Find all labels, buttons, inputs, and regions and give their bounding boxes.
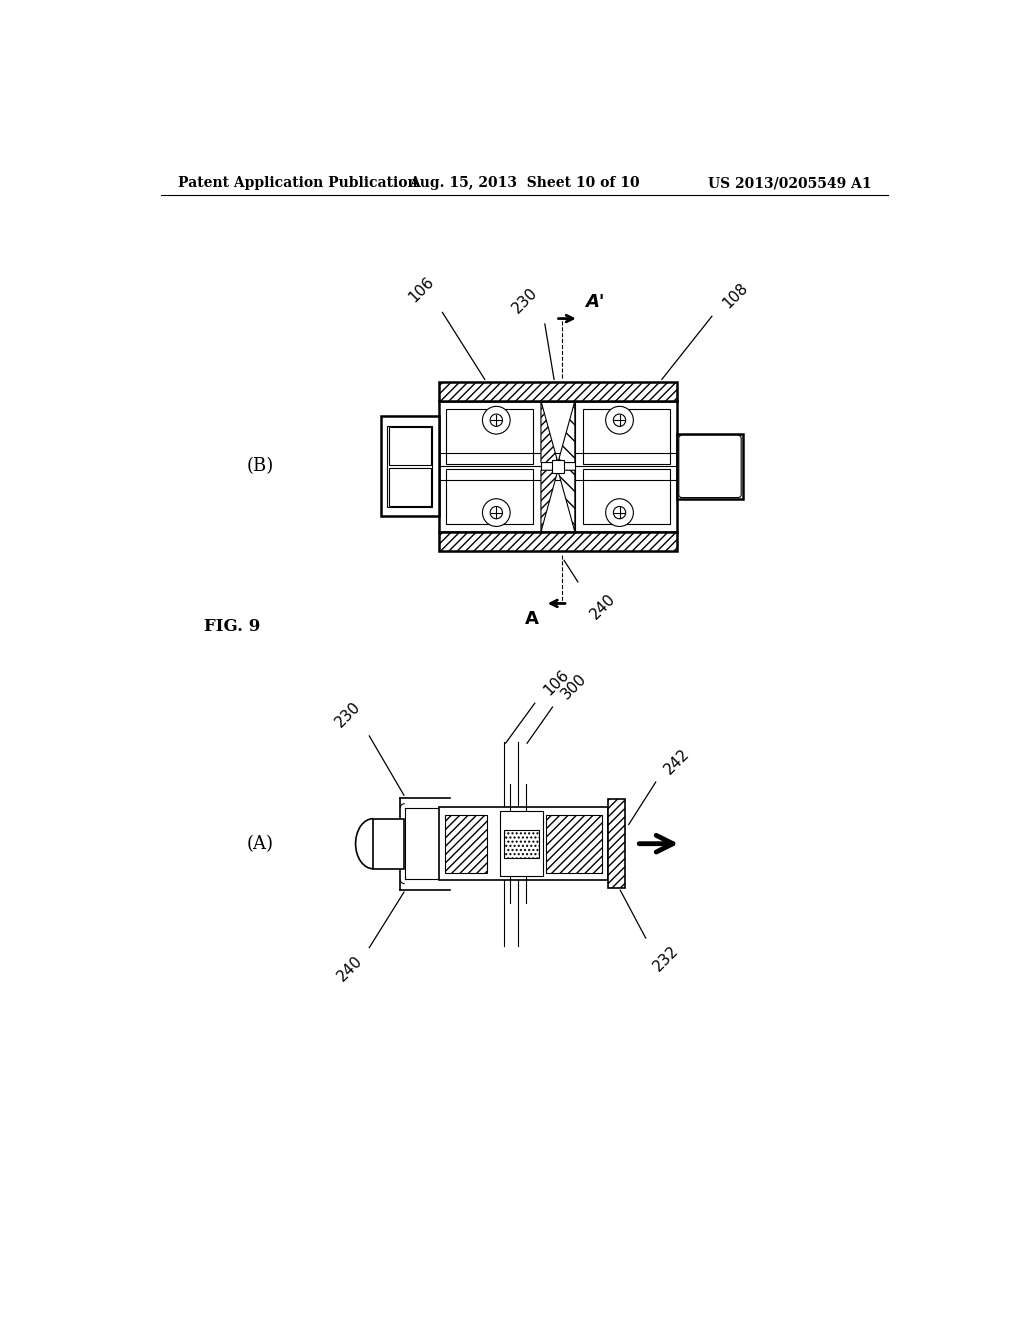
- Bar: [388, 428, 431, 465]
- Circle shape: [613, 414, 626, 426]
- Text: Patent Application Publication: Patent Application Publication: [178, 176, 418, 190]
- Text: Aug. 15, 2013  Sheet 10 of 10: Aug. 15, 2013 Sheet 10 of 10: [410, 176, 640, 190]
- Bar: [504, 830, 539, 858]
- Bar: [583, 469, 670, 524]
- Bar: [388, 469, 431, 506]
- Text: 242: 242: [662, 746, 692, 776]
- Bar: [438, 381, 677, 401]
- Bar: [583, 409, 670, 465]
- Text: 240: 240: [335, 953, 366, 985]
- Bar: [446, 409, 534, 465]
- Circle shape: [605, 499, 634, 527]
- Text: A': A': [585, 293, 604, 312]
- Bar: [438, 532, 677, 552]
- Bar: [446, 469, 534, 524]
- Text: 230: 230: [333, 698, 364, 730]
- Bar: [373, 818, 403, 869]
- Text: (A): (A): [247, 834, 273, 853]
- Bar: [381, 416, 438, 516]
- Text: 106: 106: [406, 273, 437, 305]
- Bar: [608, 800, 625, 888]
- Text: 230: 230: [509, 285, 541, 317]
- Text: 232: 232: [650, 944, 681, 974]
- Circle shape: [605, 407, 634, 434]
- Text: 240: 240: [587, 591, 618, 622]
- Text: A: A: [524, 610, 539, 627]
- Circle shape: [482, 407, 510, 434]
- Polygon shape: [541, 401, 558, 462]
- Polygon shape: [541, 470, 558, 532]
- Circle shape: [482, 499, 510, 527]
- Text: FIG. 9: FIG. 9: [204, 618, 260, 635]
- Text: 300: 300: [558, 671, 589, 702]
- Polygon shape: [558, 470, 574, 532]
- Bar: [677, 434, 742, 499]
- Text: 108: 108: [720, 280, 751, 312]
- Text: (B): (B): [247, 458, 273, 475]
- Bar: [387, 425, 432, 507]
- Bar: [438, 807, 608, 880]
- Circle shape: [490, 414, 503, 426]
- Bar: [438, 401, 677, 532]
- Bar: [444, 814, 487, 873]
- Bar: [552, 461, 564, 473]
- Circle shape: [613, 507, 626, 519]
- Text: 106: 106: [541, 667, 572, 698]
- Circle shape: [490, 507, 503, 519]
- Text: US 2013/0205549 A1: US 2013/0205549 A1: [708, 176, 871, 190]
- FancyBboxPatch shape: [679, 436, 741, 498]
- Polygon shape: [558, 401, 574, 462]
- Bar: [547, 814, 602, 873]
- Bar: [500, 810, 543, 876]
